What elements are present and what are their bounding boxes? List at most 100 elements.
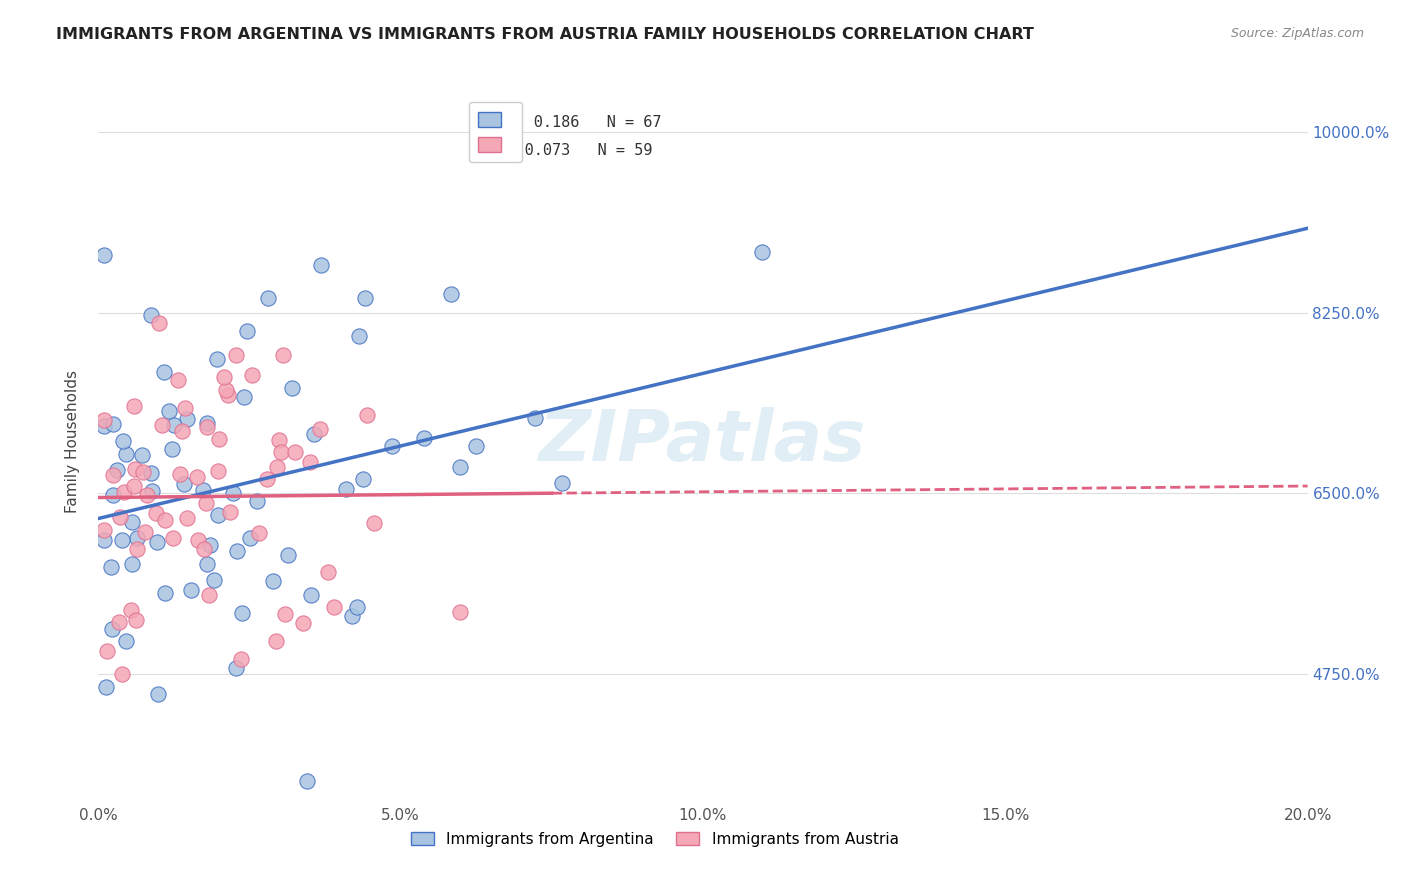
Point bbox=[240, 368, 263, 382]
Point bbox=[274, 607, 297, 621]
Point bbox=[93, 248, 115, 262]
Point bbox=[323, 600, 346, 615]
Point bbox=[148, 316, 170, 330]
Point bbox=[186, 469, 208, 483]
Point bbox=[284, 445, 307, 459]
Point bbox=[122, 478, 145, 492]
Point bbox=[225, 661, 247, 675]
Point bbox=[124, 462, 146, 476]
Point bbox=[219, 505, 242, 519]
Point bbox=[111, 667, 134, 681]
Point bbox=[93, 524, 115, 538]
Point bbox=[205, 352, 228, 367]
Point bbox=[141, 466, 163, 480]
Point bbox=[207, 508, 229, 522]
Point bbox=[110, 533, 132, 547]
Point bbox=[180, 582, 202, 597]
Point bbox=[176, 511, 198, 525]
Point bbox=[299, 588, 322, 602]
Point bbox=[465, 439, 488, 453]
Text: Source: ZipAtlas.com: Source: ZipAtlas.com bbox=[1230, 27, 1364, 40]
Point bbox=[198, 538, 221, 552]
Point bbox=[131, 448, 153, 462]
Point bbox=[173, 401, 195, 415]
Point bbox=[266, 459, 288, 474]
Y-axis label: Family Households: Family Households bbox=[65, 370, 80, 513]
Point bbox=[139, 308, 162, 322]
Point bbox=[277, 548, 299, 562]
Point bbox=[202, 573, 225, 587]
Point bbox=[115, 446, 138, 460]
Point bbox=[257, 291, 280, 305]
Point bbox=[155, 513, 177, 527]
Point bbox=[232, 390, 254, 404]
Point bbox=[93, 413, 115, 427]
Point bbox=[187, 533, 209, 547]
Point bbox=[440, 287, 463, 301]
Point bbox=[247, 526, 270, 541]
Point bbox=[94, 680, 117, 694]
Point bbox=[162, 531, 184, 545]
Point bbox=[449, 605, 471, 619]
Point bbox=[217, 388, 239, 402]
Point bbox=[121, 515, 143, 529]
Text: IMMIGRANTS FROM ARGENTINA VS IMMIGRANTS FROM AUSTRIA FAMILY HOUSEHOLDS CORRELATI: IMMIGRANTS FROM ARGENTINA VS IMMIGRANTS … bbox=[56, 27, 1035, 42]
Point bbox=[96, 644, 118, 658]
Point bbox=[413, 431, 436, 445]
Point bbox=[304, 426, 326, 441]
Point bbox=[297, 774, 319, 789]
Point bbox=[150, 417, 173, 432]
Point bbox=[316, 566, 339, 580]
Point bbox=[363, 516, 385, 530]
Point bbox=[298, 455, 321, 469]
Point bbox=[229, 652, 252, 666]
Point bbox=[191, 483, 214, 498]
Point bbox=[134, 524, 156, 539]
Point bbox=[93, 419, 115, 434]
Point bbox=[270, 445, 292, 459]
Point bbox=[195, 417, 218, 431]
Point bbox=[449, 460, 471, 475]
Text: R =   0.186   N = 67: R = 0.186 N = 67 bbox=[479, 114, 662, 129]
Point bbox=[751, 245, 773, 260]
Point bbox=[176, 412, 198, 426]
Point bbox=[141, 483, 163, 498]
Point bbox=[108, 509, 131, 524]
Point bbox=[222, 485, 245, 500]
Legend: Immigrants from Argentina, Immigrants from Austria: Immigrants from Argentina, Immigrants fr… bbox=[405, 826, 904, 853]
Point bbox=[170, 424, 193, 438]
Text: ZIPatlas: ZIPatlas bbox=[540, 407, 866, 476]
Point bbox=[262, 574, 284, 588]
Point bbox=[194, 495, 217, 509]
Point bbox=[311, 258, 333, 272]
Point bbox=[100, 560, 122, 574]
Point bbox=[101, 623, 124, 637]
Point bbox=[354, 291, 377, 305]
Point bbox=[281, 381, 304, 395]
Point bbox=[236, 324, 259, 338]
Point bbox=[197, 588, 219, 602]
Point bbox=[155, 585, 177, 599]
Point bbox=[153, 365, 176, 379]
Point bbox=[551, 476, 574, 491]
Point bbox=[193, 542, 215, 557]
Point bbox=[125, 541, 148, 556]
Point bbox=[346, 599, 368, 614]
Point bbox=[124, 400, 146, 414]
Point bbox=[146, 687, 169, 701]
Point bbox=[347, 329, 370, 343]
Point bbox=[195, 420, 218, 434]
Point bbox=[121, 602, 143, 616]
Point bbox=[381, 439, 404, 453]
Point bbox=[103, 467, 125, 482]
Point bbox=[125, 531, 148, 545]
Point bbox=[335, 482, 357, 496]
Point bbox=[160, 442, 183, 456]
Point bbox=[114, 484, 136, 499]
Point bbox=[105, 463, 128, 477]
Point bbox=[225, 348, 247, 362]
Point bbox=[231, 607, 253, 621]
Point bbox=[121, 558, 143, 572]
Point bbox=[352, 472, 374, 486]
Point bbox=[246, 494, 269, 508]
